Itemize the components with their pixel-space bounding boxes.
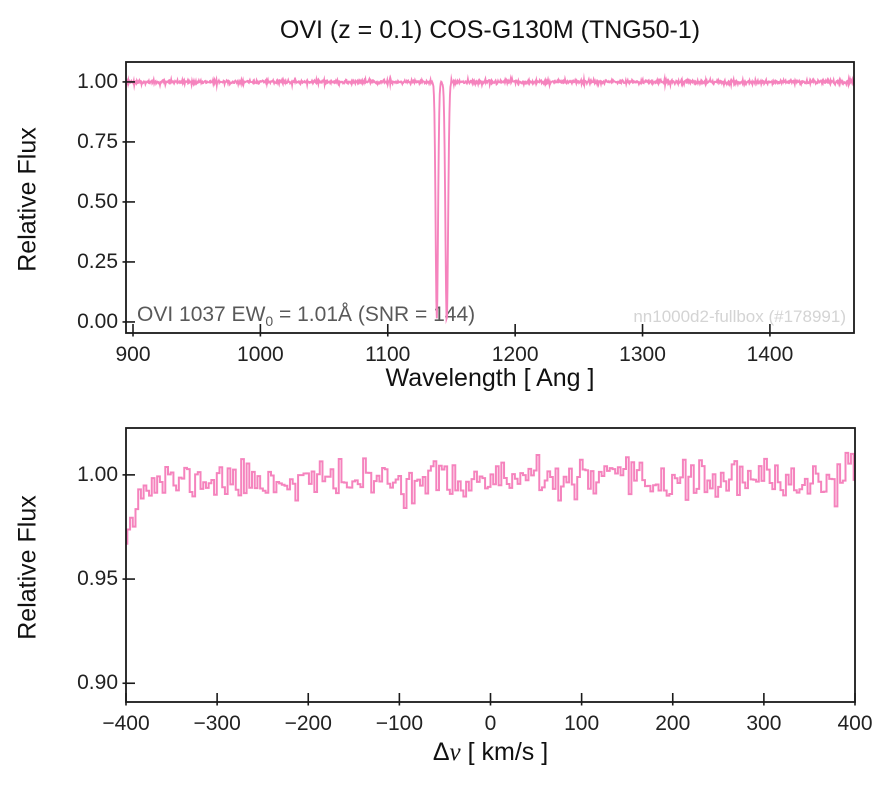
x-tick-label: 1100: [365, 343, 411, 366]
bottom-y-axis-label: Relative Flux: [13, 495, 42, 640]
x-tick-label: 300: [746, 712, 782, 735]
equivalent-width-annotation: OVI 1037 EW0 = 1.01Å (SNR = 144): [137, 303, 475, 329]
annotation-suffix: = 1.01Å (SNR = 144): [273, 303, 476, 326]
annotation-prefix: OVI 1037 EW: [137, 303, 266, 326]
x-tick-label: 400: [837, 712, 873, 735]
x-tick-label: −300: [193, 712, 241, 735]
delta-symbol: Δ: [432, 738, 450, 766]
x-tick-label: 1300: [619, 343, 666, 366]
y-tick-label: 0.75: [77, 129, 118, 153]
plot-title: OVI (z = 0.1) COS-G130M (TNG50-1): [279, 16, 701, 44]
y-tick-label: 1.00: [77, 69, 118, 93]
bottom-x-axis-label: Δv [ km/s ]: [126, 738, 855, 767]
x-tick-label: 1400: [746, 343, 794, 366]
top-y-axis-label: Relative Flux: [13, 127, 42, 272]
x-tick-label: 200: [655, 712, 691, 735]
y-tick-label: 0.25: [77, 249, 118, 273]
y-tick-label: 1.00: [77, 462, 118, 486]
velocity-units: [ km/s ]: [460, 738, 549, 766]
simulation-id-watermark: nn1000d2-fullbox (#178991): [633, 307, 846, 326]
x-tick-label: −200: [284, 712, 332, 735]
velocity-variable: v: [449, 739, 461, 766]
x-tick-label: 0: [484, 712, 497, 735]
bottom-panel-canvas: [111, 413, 870, 717]
x-tick-label: 100: [564, 712, 600, 735]
top-x-axis-label: Wavelength [ Ang ]: [385, 364, 595, 392]
x-tick-label: 900: [115, 343, 151, 366]
y-tick-label: 0.95: [77, 567, 118, 591]
x-tick-label: −400: [102, 712, 150, 735]
x-tick-label: −100: [375, 712, 424, 735]
y-tick-label: 0.90: [77, 671, 118, 695]
x-tick-label: 1000: [237, 343, 284, 366]
x-tick-label: 1200: [491, 343, 539, 366]
y-tick-label: 0.50: [77, 189, 118, 213]
y-tick-label: 0.00: [77, 309, 118, 333]
